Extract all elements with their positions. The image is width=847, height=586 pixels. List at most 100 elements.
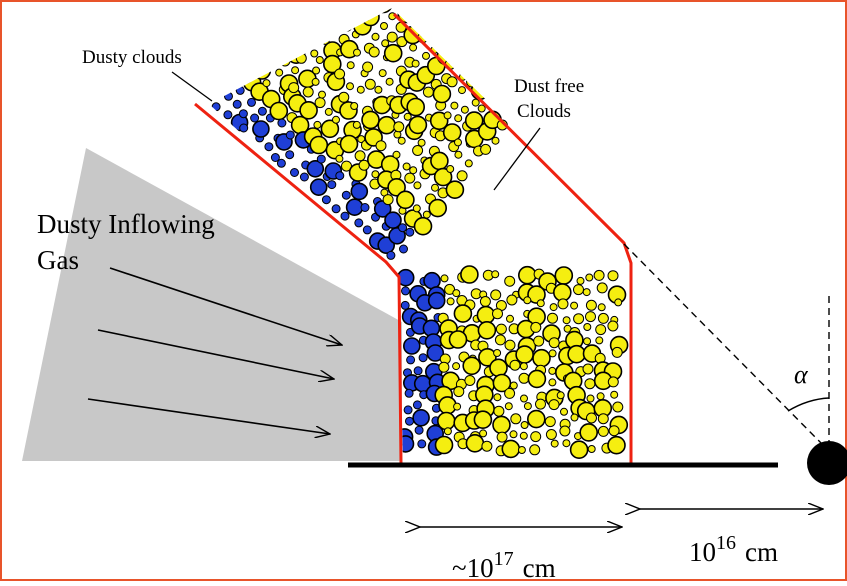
dust-free-cloud	[386, 31, 398, 43]
dust-free-cloud	[378, 69, 387, 78]
dust-free-cloud	[324, 107, 333, 116]
dust-free-cloud	[593, 269, 605, 281]
dust-free-cloud	[517, 265, 537, 285]
dust-free-cloud	[408, 115, 428, 135]
dusty-cloud	[405, 416, 414, 426]
dust-free-cloud	[371, 32, 380, 41]
dust-free-cloud	[607, 320, 619, 332]
dusty-cloud	[270, 153, 280, 162]
dusty-cloud	[418, 353, 428, 363]
dust-free-cloud	[481, 440, 493, 452]
dust-free-cloud	[293, 33, 313, 53]
dust-free-cloud	[611, 346, 623, 358]
dust-free-cloud	[548, 378, 557, 387]
dusty-cloud	[360, 203, 370, 212]
dust-free-cloud	[440, 21, 452, 33]
dust-free-cloud	[346, 82, 354, 91]
dim-right-unit: cm	[745, 537, 778, 567]
dust-free-cloud	[318, 90, 326, 99]
dust-free-cloud	[493, 349, 502, 357]
dusty-cloud	[290, 168, 299, 177]
dust-free-cloud	[385, 77, 394, 86]
dusty-cloud	[417, 439, 427, 449]
dust-free-cloud	[422, 210, 431, 219]
dusty-cloud	[247, 97, 256, 107]
dust-free-cloud	[434, 435, 454, 455]
dusty-cloud	[335, 171, 345, 181]
dust-free-cloud	[489, 56, 508, 75]
dust-free-cloud	[354, 150, 366, 162]
dust-free-cloud	[544, 416, 556, 428]
dust-free-cloud	[457, 55, 477, 75]
dust-free-label-line2: Clouds	[517, 101, 571, 122]
dust-free-cloud	[404, 172, 416, 184]
dusty-cloud	[345, 198, 364, 216]
dust-free-cloud	[518, 372, 530, 384]
dust-free-cloud	[311, 77, 320, 86]
dust-free-cloud	[422, 86, 434, 98]
dust-free-cloud	[353, 10, 365, 22]
dusty-cloud	[401, 286, 410, 296]
dust-free-cloud	[350, 102, 359, 110]
dusty-cloud	[414, 425, 424, 435]
dust-free-cloud	[315, 56, 324, 64]
dust-free-cloud	[586, 394, 595, 403]
dust-free-cloud	[432, 84, 452, 104]
dust-free-cloud	[556, 391, 565, 400]
dust-free-cloud	[406, 97, 426, 117]
dust-free-cloud	[530, 431, 542, 443]
dust-free-cloud	[612, 401, 624, 413]
dust-free-cloud	[486, 59, 495, 67]
inflow-arrows	[87, 267, 342, 434]
dusty-cloud	[350, 182, 369, 201]
dust-free-cloud	[493, 45, 505, 57]
dust-free-cloud	[322, 54, 342, 74]
dust-free-cloud	[417, 8, 429, 12]
dusty-cloud	[340, 211, 350, 221]
dust-free-cloud	[435, 28, 455, 48]
dust-free-cloud	[489, 91, 498, 100]
dust-free-cloud	[433, 167, 453, 187]
dust-free-cloud	[509, 359, 521, 371]
dust-free-cloud	[413, 181, 422, 190]
dust-free-cloud	[332, 115, 340, 124]
inflow-arrow	[109, 267, 342, 345]
dust-free-cloud	[548, 366, 557, 375]
dusty-cloud	[386, 250, 396, 260]
dust-free-cloud	[504, 387, 516, 399]
dim-left-exponent: 17	[494, 548, 514, 570]
dust-free-cloud	[268, 30, 277, 39]
dust-free-cloud	[313, 120, 322, 129]
dust-free-cloud	[559, 425, 571, 437]
dust-free-cloud	[456, 33, 464, 42]
dusty-cloud	[285, 130, 295, 140]
opening-angle-line	[623, 243, 826, 448]
dust-free-cloud	[299, 101, 318, 120]
dust-free-cloud	[431, 12, 443, 24]
dust-free-cloud	[492, 373, 512, 393]
dusty-cloud	[331, 204, 341, 214]
dusty-cloud	[257, 106, 267, 116]
dust-free-cloud	[585, 299, 597, 311]
dust-free-cloud	[264, 55, 276, 67]
dusty-cloud	[309, 178, 328, 196]
dust-free-cloud	[493, 405, 505, 417]
dust-free-cloud	[443, 427, 452, 436]
dust-free-cloud	[536, 299, 545, 308]
dust-free-cloud	[458, 86, 466, 95]
dust-free-cloud	[523, 402, 532, 411]
dust-free-cloud	[486, 72, 498, 84]
dust-free-cloud	[445, 180, 465, 199]
dusty-cloud	[306, 160, 325, 178]
dust-free-cloud	[353, 16, 372, 36]
cloud-wall-outer-boundary	[392, 12, 633, 463]
dust-free-label-line1: Dust free	[514, 76, 584, 97]
dust-free-cloud	[496, 431, 508, 443]
dust-free-cloud	[597, 312, 609, 324]
dust-free-cloud	[473, 410, 493, 430]
dust-free-cloud	[310, 49, 319, 58]
dust-free-cloud	[480, 143, 492, 155]
dust-free-cloud	[235, 65, 254, 85]
